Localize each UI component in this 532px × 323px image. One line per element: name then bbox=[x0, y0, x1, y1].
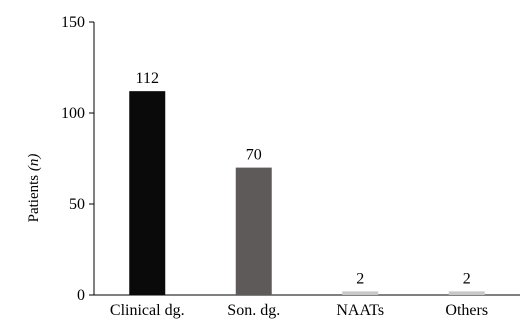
bar bbox=[235, 167, 272, 295]
bars bbox=[129, 91, 485, 295]
data-labels: 112 70 2 2 bbox=[136, 70, 471, 287]
data-label: 2 bbox=[463, 270, 471, 287]
bar bbox=[129, 91, 166, 295]
y-tick-label: 0 bbox=[77, 287, 85, 304]
bar bbox=[342, 291, 379, 295]
y-tick-label: 150 bbox=[61, 14, 85, 31]
y-axis-title: Patients (n) bbox=[26, 154, 42, 223]
bar bbox=[448, 291, 485, 295]
svg-text:Patients (n): Patients (n) bbox=[26, 154, 42, 223]
y-axis-ticks: 0 50 100 150 bbox=[61, 14, 94, 304]
data-label: 70 bbox=[246, 147, 262, 164]
data-label: 112 bbox=[136, 70, 159, 87]
data-label: 2 bbox=[356, 270, 364, 287]
y-axis-title-unit: (n) bbox=[26, 154, 42, 172]
category-label: Clinical dg. bbox=[110, 302, 185, 319]
y-tick-label: 50 bbox=[69, 196, 85, 213]
y-tick-label: 100 bbox=[61, 105, 85, 122]
y-axis-title-text: Patients bbox=[26, 175, 42, 223]
category-label: Others bbox=[445, 302, 488, 319]
category-label: Son. dg. bbox=[227, 302, 280, 319]
category-labels: Clinical dg. Son. dg. NAATs Others bbox=[110, 302, 488, 319]
category-label: NAATs bbox=[336, 302, 384, 319]
